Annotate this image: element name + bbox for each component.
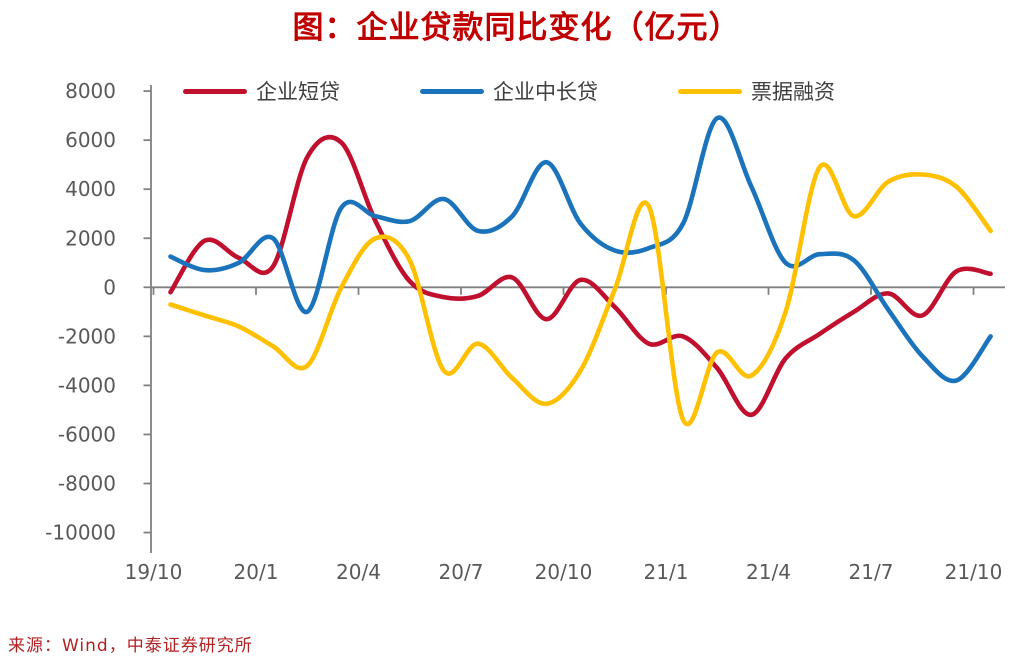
legend-swatch-icon — [183, 88, 247, 94]
y-tick-label: -10000 — [45, 521, 116, 545]
x-tick-label: 20/10 — [535, 560, 593, 584]
y-tick-label: -4000 — [58, 373, 116, 397]
legend-swatch-icon — [678, 88, 742, 94]
x-tick-label: 20/1 — [234, 560, 279, 584]
x-tick-label: 20/4 — [336, 560, 381, 584]
y-tick-label: 4000 — [65, 177, 116, 201]
legend-label: 企业中长贷 — [493, 80, 598, 104]
y-tick-label: -8000 — [58, 472, 116, 496]
legend-item-2: 企业中长贷 — [420, 78, 598, 104]
y-tick-label: 2000 — [65, 226, 116, 250]
x-tick-label: 20/7 — [439, 560, 484, 584]
source-note: 来源：Wind，中泰证券研究所 — [8, 636, 253, 656]
legend-swatch-icon — [420, 88, 484, 94]
chart-title: 图：企业贷款同比变化（亿元） — [292, 10, 741, 46]
legend-item-1: 企业短贷 — [183, 78, 340, 104]
series-line-3 — [168, 162, 993, 426]
x-tick-label: 21/7 — [849, 560, 894, 584]
x-tick-label: 21/10 — [945, 560, 1003, 584]
y-tick-label: 0 — [103, 275, 116, 299]
x-tick-label: 21/1 — [644, 560, 689, 584]
y-tick-label: 6000 — [65, 128, 116, 152]
y-tick-label: -6000 — [58, 422, 116, 446]
legend: 企业短贷 企业中长贷 票据融资 — [0, 78, 1033, 104]
legend-label: 企业短贷 — [256, 80, 340, 104]
legend-item-3: 票据融资 — [678, 78, 835, 104]
series-line-2 — [168, 115, 993, 384]
x-tick-label: 19/10 — [125, 560, 183, 584]
series-line-1 — [168, 134, 993, 418]
y-tick-label: 8000 — [65, 79, 116, 103]
legend-label: 票据融资 — [751, 80, 835, 104]
y-tick-label: -2000 — [58, 324, 116, 348]
x-tick-label: 21/4 — [746, 560, 791, 584]
